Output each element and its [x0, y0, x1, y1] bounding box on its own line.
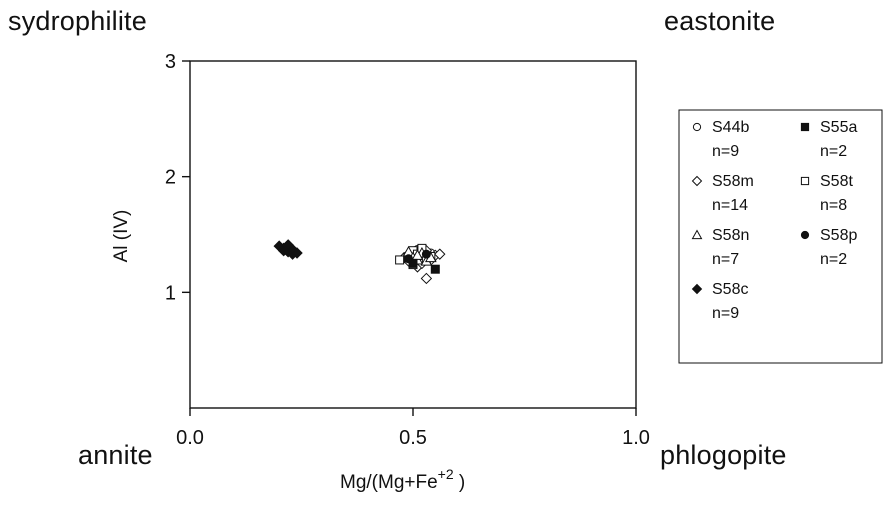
x-axis-label-end: ) [453, 472, 466, 493]
data-point-s58c [291, 247, 303, 259]
legend-label: S44b [712, 119, 749, 136]
legend-label: S58p [820, 227, 857, 244]
legend-count: n=2 [820, 143, 847, 160]
legend-box [678, 109, 883, 364]
legend-marker-s44b [692, 122, 702, 132]
axes: 1 2 3 0.0 0.5 1.0 [165, 51, 650, 449]
corner-label-top-right: eastonite [664, 6, 776, 36]
data-point-s58m [420, 272, 433, 285]
data-point-s58m [434, 248, 446, 260]
plot-frame [189, 60, 637, 409]
y-tick-label: 1 [165, 282, 176, 304]
legend-label: S58m [712, 173, 754, 190]
legend-marker-s58m [691, 175, 703, 187]
x-tick-label: 0.0 [176, 427, 204, 449]
x-axis-label: Mg/(Mg+Fe+2 ) [340, 466, 465, 494]
corner-label-bottom-right: phlogopite [660, 440, 787, 470]
data-point-s55a [408, 258, 418, 268]
x-axis-label-main: Mg/(Mg+Fe [340, 472, 438, 493]
legend-marker-s58n [691, 229, 703, 240]
legend-count: n=9 [712, 143, 739, 160]
legend-marker-s58c [691, 283, 703, 295]
data-point-s58t [395, 255, 405, 265]
corner-label-top-left: sydrophilite [8, 6, 147, 36]
y-axis-label: Al (IV) [111, 210, 132, 263]
y-tick-label: 2 [165, 167, 176, 189]
y-tick-label: 3 [165, 51, 176, 73]
legend: S44b n=9 S55a n=2 S58m n=14 S58t n=8 S58n n=7 S58p… [678, 109, 883, 364]
legend-count: n=7 [712, 251, 739, 268]
legend-count: n=14 [712, 197, 748, 214]
data-point-s58p [421, 249, 431, 259]
data-point-s58p [404, 254, 414, 264]
legend-marker-s58p [800, 230, 810, 240]
data-point-s55a [430, 264, 440, 274]
legend-marker-s55a [800, 122, 810, 132]
legend-label: S55a [820, 119, 857, 136]
legend-label: S58t [820, 173, 853, 190]
x-tick-label: 0.5 [399, 427, 427, 449]
data-points [273, 239, 446, 285]
legend-count: n=9 [712, 305, 739, 322]
legend-label: S58c [712, 281, 748, 298]
x-axis-label-superscript: +2 [437, 466, 454, 482]
legend-label: S58n [712, 227, 749, 244]
legend-count: n=2 [820, 251, 847, 268]
legend-count: n=8 [820, 197, 847, 214]
x-tick-label: 1.0 [622, 427, 650, 449]
corner-label-bottom-left: annite [78, 440, 153, 470]
data-point-s58c [282, 239, 294, 251]
legend-marker-s58t [800, 176, 810, 186]
